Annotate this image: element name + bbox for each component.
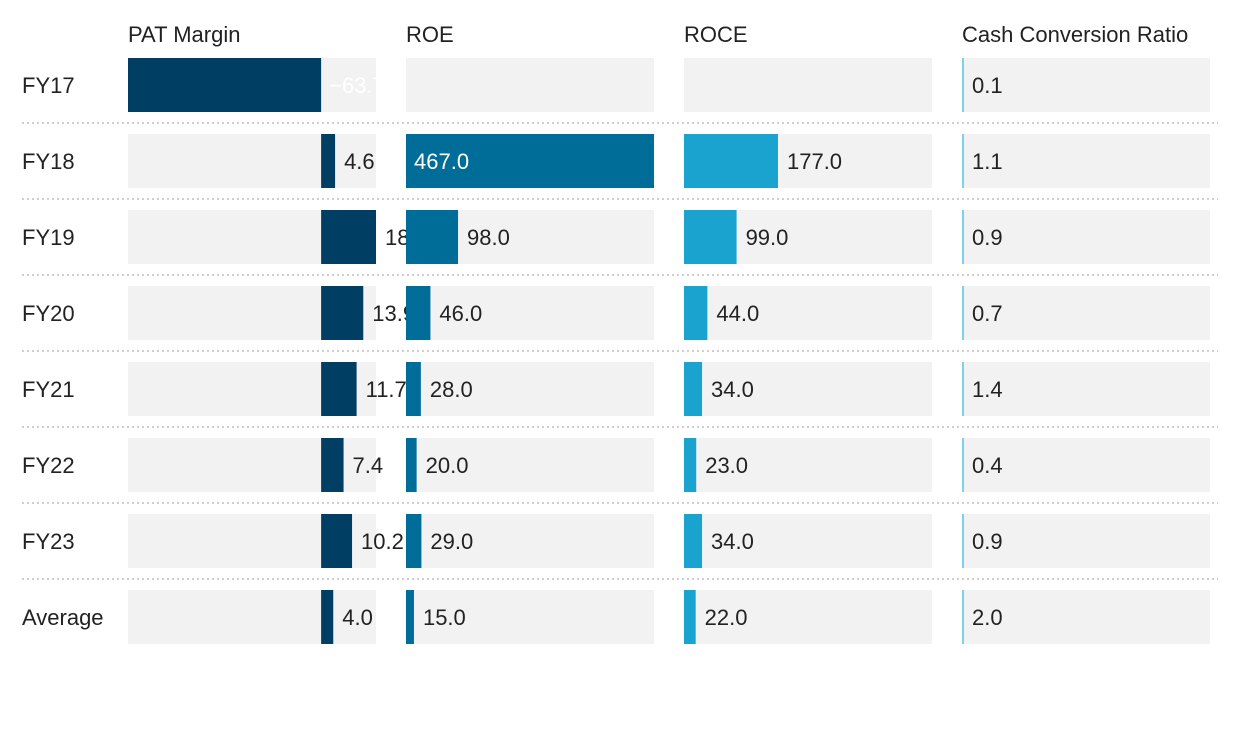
data-bar [962,210,964,264]
cell-background [962,134,1210,188]
data-label: 4.0 [342,605,373,630]
data-bar [962,286,964,340]
data-label: 1.1 [972,149,1003,174]
data-bar [962,134,964,188]
cell-background [684,438,932,492]
data-bar [406,590,414,644]
column-header: ROE [406,22,454,47]
data-label: 0.1 [972,73,1003,98]
cell-background [406,58,654,112]
data-label: 28.0 [430,377,473,402]
data-label: 1.4 [972,377,1003,402]
data-label: 23.0 [705,453,748,478]
data-label: 467.0 [414,149,469,174]
cell-background [962,210,1210,264]
row-label: FY21 [22,377,75,402]
cell-background [406,362,654,416]
data-bar [321,514,353,568]
row-label: FY19 [22,225,75,250]
cell-background [962,58,1210,112]
data-label: 0.9 [972,225,1003,250]
cell-background [962,514,1210,568]
cell-background [684,514,932,568]
data-label: −63.7 [329,73,385,98]
row-label: FY18 [22,149,75,174]
data-label: 11.7 [366,377,407,402]
data-label: 46.0 [439,301,482,326]
data-bar [684,362,703,416]
cell-background [128,134,376,188]
cell-background [128,590,376,644]
data-bar [684,286,708,340]
data-label: 22.0 [705,605,748,630]
data-label: 20.0 [426,453,469,478]
data-bar [684,590,696,644]
row-label: FY22 [22,453,75,478]
data-bar [962,438,964,492]
cell-background [406,438,654,492]
cell-background [684,362,932,416]
data-bar [684,438,697,492]
data-label: 177.0 [787,149,842,174]
data-bar [406,134,654,188]
data-bar [684,134,778,188]
data-label: 34.0 [711,529,754,554]
data-label: 34.0 [711,377,754,402]
cell-background [684,590,932,644]
data-bar [962,58,964,112]
data-label: 99.0 [746,225,789,250]
data-label: 29.0 [430,529,473,554]
data-label: 15.0 [423,605,466,630]
data-bar [406,514,422,568]
column-header: PAT Margin [128,22,240,47]
data-bar [321,362,357,416]
cell-background [684,58,932,112]
data-label: 0.7 [972,301,1003,326]
data-label: 10.2 [361,529,404,554]
data-label: 0.9 [972,529,1003,554]
data-bar [406,438,417,492]
row-label: Average [22,605,104,630]
data-label: 98.0 [467,225,510,250]
data-label: 4.6 [344,149,375,174]
data-bar [128,58,322,112]
cell-background [406,514,654,568]
data-bar [321,590,334,644]
data-label: 2.0 [972,605,1003,630]
data-label: 7.4 [353,453,384,478]
data-bar [321,286,364,340]
row-label: FY20 [22,301,75,326]
cell-background [406,590,654,644]
column-header: Cash Conversion Ratio [962,22,1188,47]
column-header: ROCE [684,22,748,47]
cell-background [406,286,654,340]
data-bar [406,286,431,340]
data-bar [406,210,459,264]
cell-background [962,590,1210,644]
data-bar [962,590,964,644]
data-bar [321,210,376,264]
data-bar [684,514,703,568]
data-bar [321,438,344,492]
data-bar [321,134,336,188]
row-label: FY17 [22,73,75,98]
cell-background [962,438,1210,492]
row-label: FY23 [22,529,75,554]
data-bar [962,514,964,568]
data-bar [406,362,421,416]
data-bar [684,210,737,264]
data-label: 44.0 [716,301,759,326]
data-label: 0.4 [972,453,1003,478]
data-bar [962,362,964,416]
cell-background [962,286,1210,340]
cell-background [684,286,932,340]
cell-background [962,362,1210,416]
